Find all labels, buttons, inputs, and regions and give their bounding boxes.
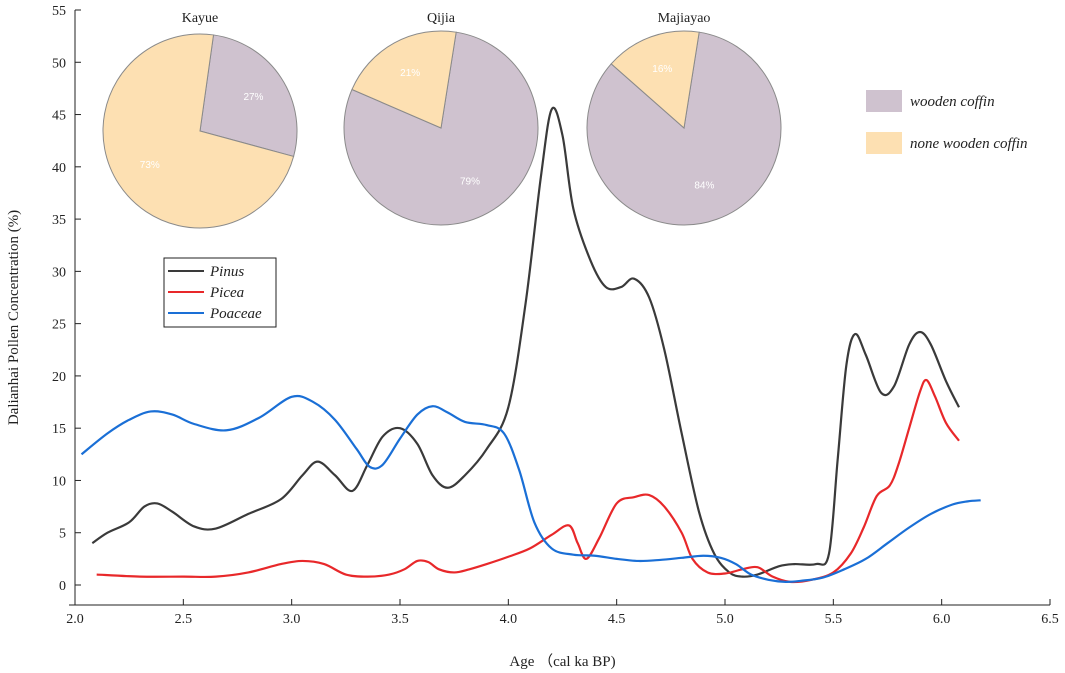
x-tick-label: 6.5	[1041, 612, 1059, 627]
pie-legend-swatch	[866, 132, 902, 154]
x-tick-label: 4.0	[500, 612, 518, 627]
x-tick-label: 6.0	[933, 612, 951, 627]
pie-slice-none-wooden-coffin	[351, 30, 457, 129]
y-tick-label: 55	[52, 4, 66, 19]
x-tick-label: 2.5	[175, 612, 193, 627]
pie-slice-wooden-coffin	[199, 34, 298, 158]
y-tick-label: 50	[52, 56, 66, 71]
x-tick-label: 2.0	[66, 612, 84, 627]
y-axis-title: Dalianhai Pollen Concentration (%)	[6, 210, 22, 425]
y-tick-label: 25	[52, 318, 66, 333]
x-tick-label: 5.5	[825, 612, 843, 627]
y-tick-label: 5	[59, 527, 66, 542]
series-line-picea	[96, 378, 960, 584]
pie-legend-label: none wooden coffin	[910, 136, 1027, 152]
legend-label: Picea	[209, 285, 244, 301]
pie-slice-label: 16%	[652, 64, 672, 75]
legend-label: Pinus	[209, 264, 244, 280]
y-tick-label: 15	[52, 422, 66, 437]
series-line-pinus	[91, 106, 960, 578]
pie-charts: Kayue 27% 73% Qijia 79% 21% Majiayao 84% 16%	[102, 11, 782, 229]
line-legend: Pinus Picea Poaceae	[163, 257, 277, 328]
pie-slice-none-wooden-coffin	[610, 30, 700, 129]
legend-box	[163, 257, 277, 328]
y-tick-label: 30	[52, 265, 66, 280]
pie-slice-label: 79%	[460, 177, 480, 188]
x-tick-label: 5.0	[716, 612, 734, 627]
y-tick-label: 0	[59, 579, 66, 594]
x-axis-title: Age （cal ka BP)	[509, 653, 615, 670]
x-tick-label: 3.0	[283, 612, 301, 627]
y-ticks: 0 5 10 15 20 25 30 35 40 45 50 55	[52, 4, 81, 594]
x-ticks: 2.0 2.5 3.0 3.5 4.0 4.5 5.0 5.5 6.0 6.5	[66, 599, 1059, 627]
y-tick-label: 35	[52, 213, 66, 228]
y-tick-label: 45	[52, 109, 66, 124]
pie-legend-swatch	[866, 90, 902, 112]
axes	[69, 10, 1050, 606]
pie-slice-none-wooden-coffin	[102, 33, 295, 229]
pie-legend: wooden coffin none wooden coffin	[866, 90, 1027, 154]
pie-title: Majiayao	[658, 11, 711, 26]
y-tick-label: 20	[52, 370, 66, 385]
pie-title: Kayue	[182, 11, 219, 26]
pie-title: Qijia	[427, 11, 456, 26]
pie-legend-label: wooden coffin	[910, 94, 995, 110]
x-tick-label: 4.5	[608, 612, 626, 627]
y-tick-label: 40	[52, 161, 66, 176]
x-tick-label: 3.5	[391, 612, 409, 627]
series-lines	[80, 106, 981, 584]
legend-label: Poaceae	[209, 306, 262, 322]
pie-slice-label: 21%	[400, 68, 420, 79]
series-line-poaceae	[80, 394, 981, 583]
pie-slice-label: 27%	[243, 92, 263, 103]
pie-slice-wooden-coffin	[343, 31, 539, 226]
y-tick-label: 10	[52, 474, 66, 489]
pie-slice-label: 84%	[694, 181, 714, 192]
pie-slice-label: 73%	[140, 160, 160, 171]
